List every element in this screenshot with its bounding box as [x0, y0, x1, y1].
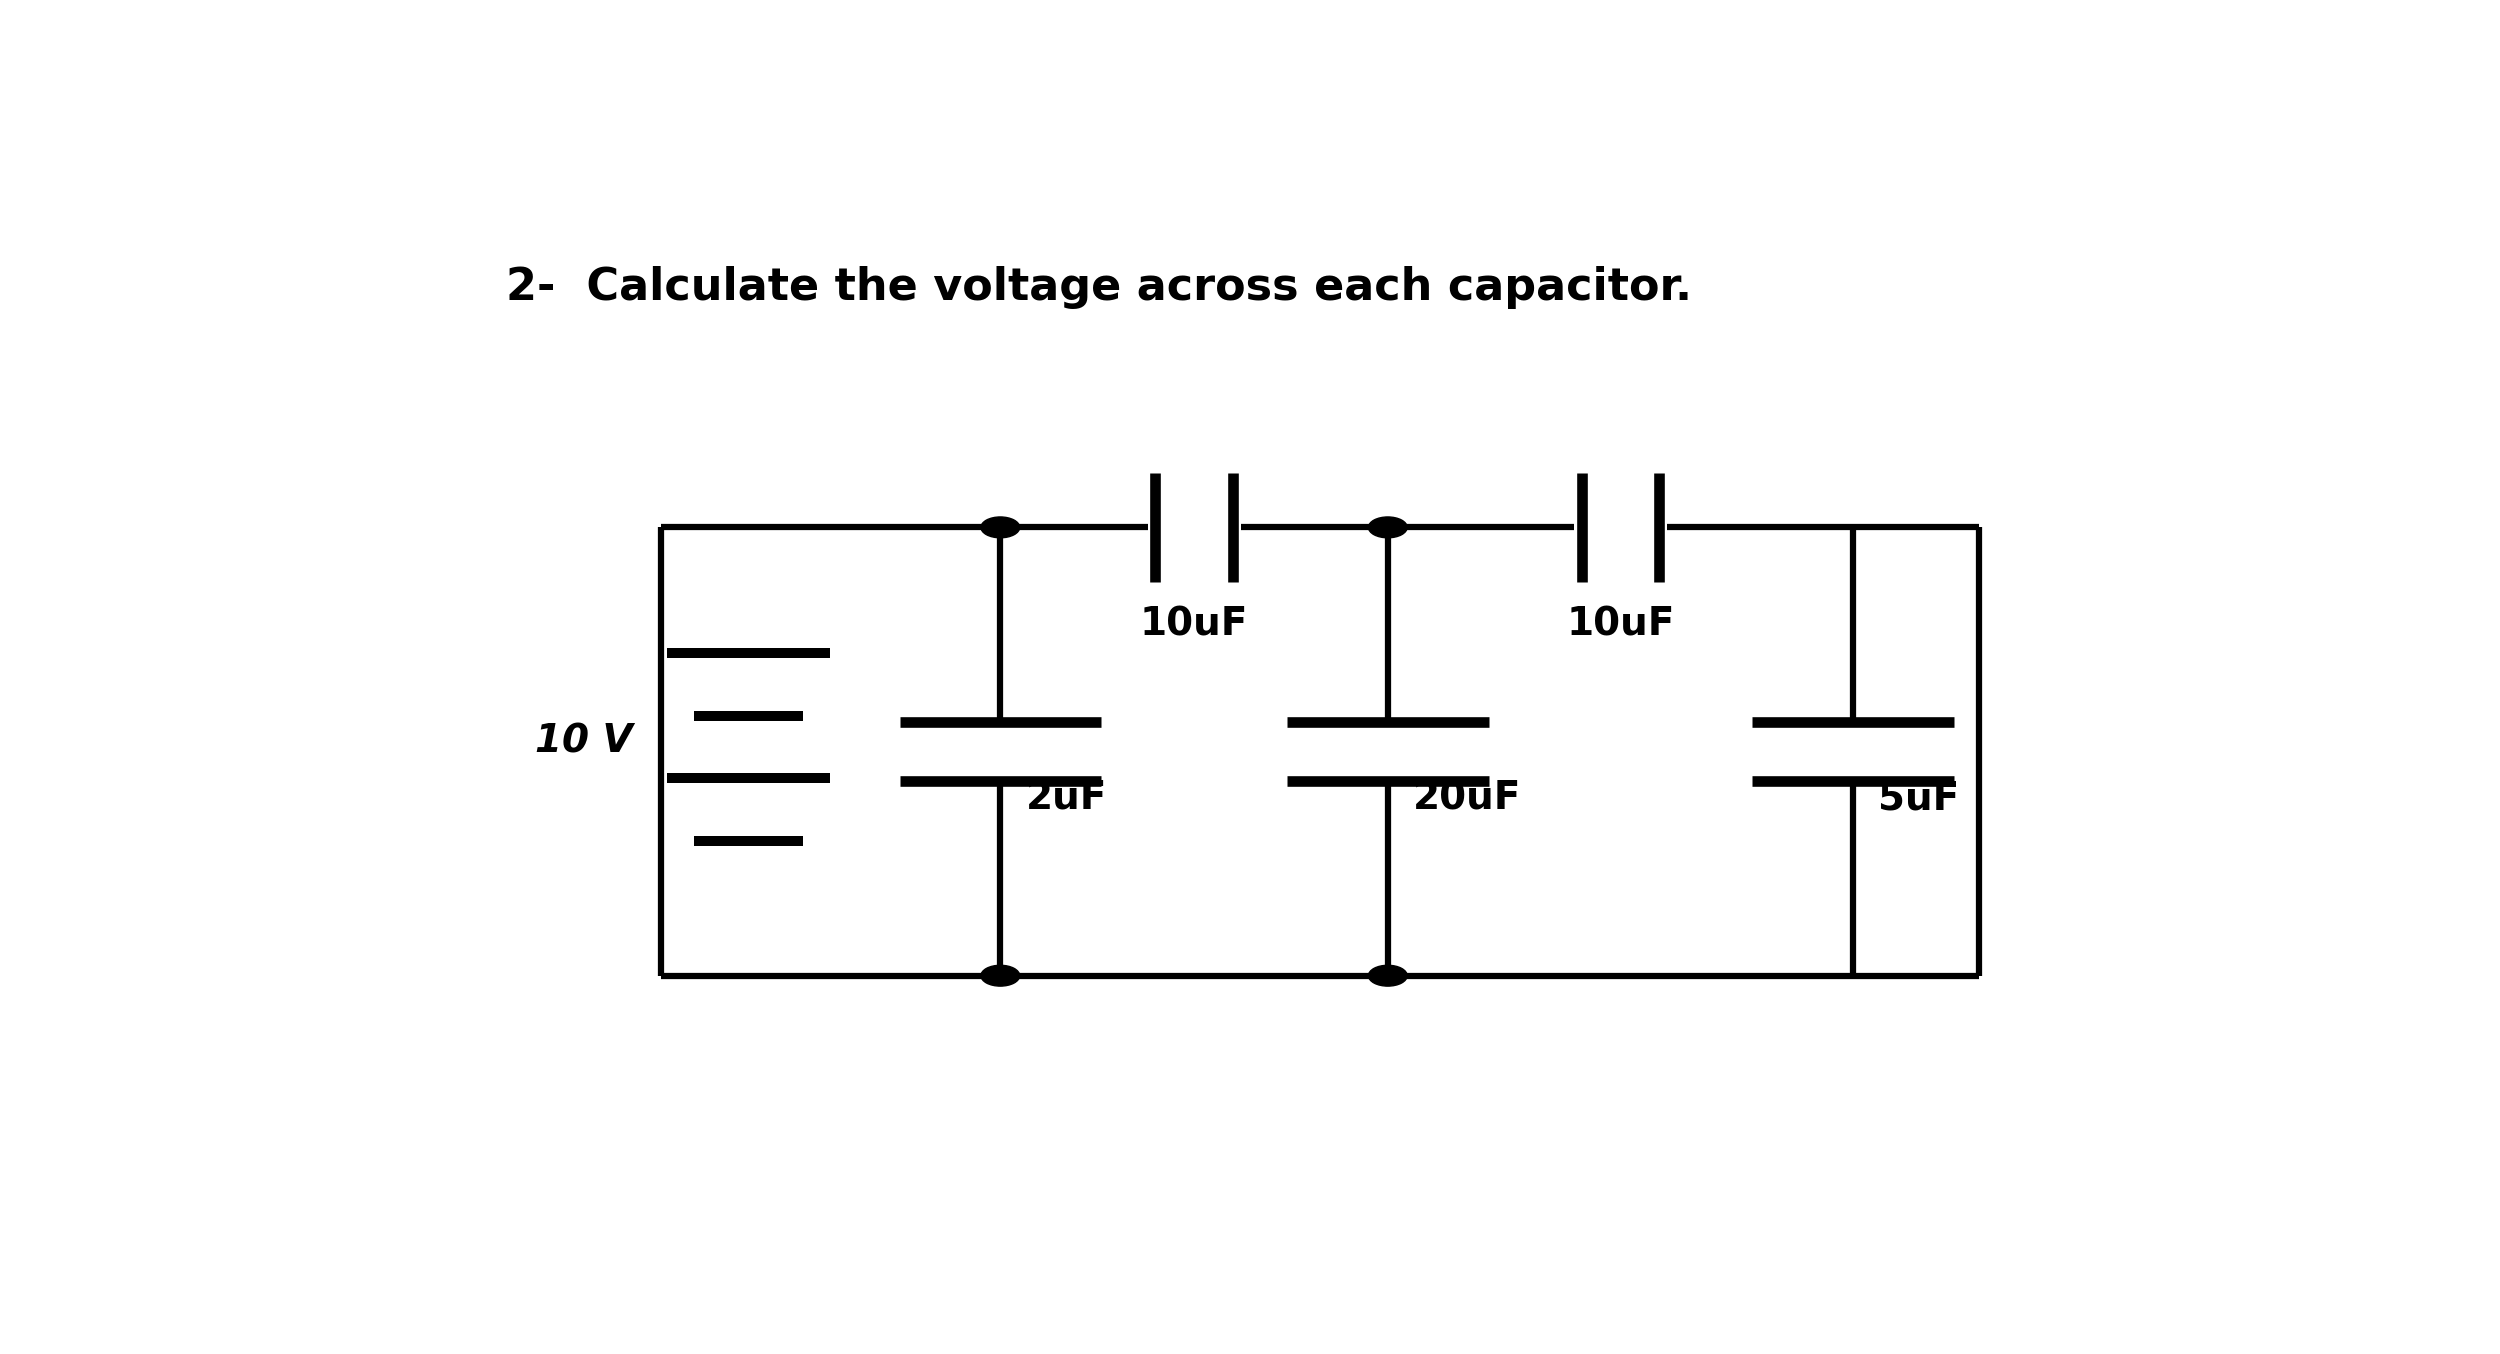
Text: 10uF: 10uF: [1140, 605, 1248, 643]
Text: 10uF: 10uF: [1565, 605, 1675, 643]
Text: 20uF: 20uF: [1412, 780, 1522, 818]
Text: 2-  Calculate the voltage across each capacitor.: 2- Calculate the voltage across each cap…: [505, 267, 1692, 309]
Circle shape: [980, 965, 1020, 986]
Text: 2uF: 2uF: [1025, 780, 1108, 818]
Text: 5uF: 5uF: [1878, 780, 1960, 818]
Circle shape: [1368, 517, 1407, 538]
Text: 10 V: 10 V: [535, 722, 632, 760]
Circle shape: [980, 517, 1020, 538]
Circle shape: [1368, 965, 1407, 986]
